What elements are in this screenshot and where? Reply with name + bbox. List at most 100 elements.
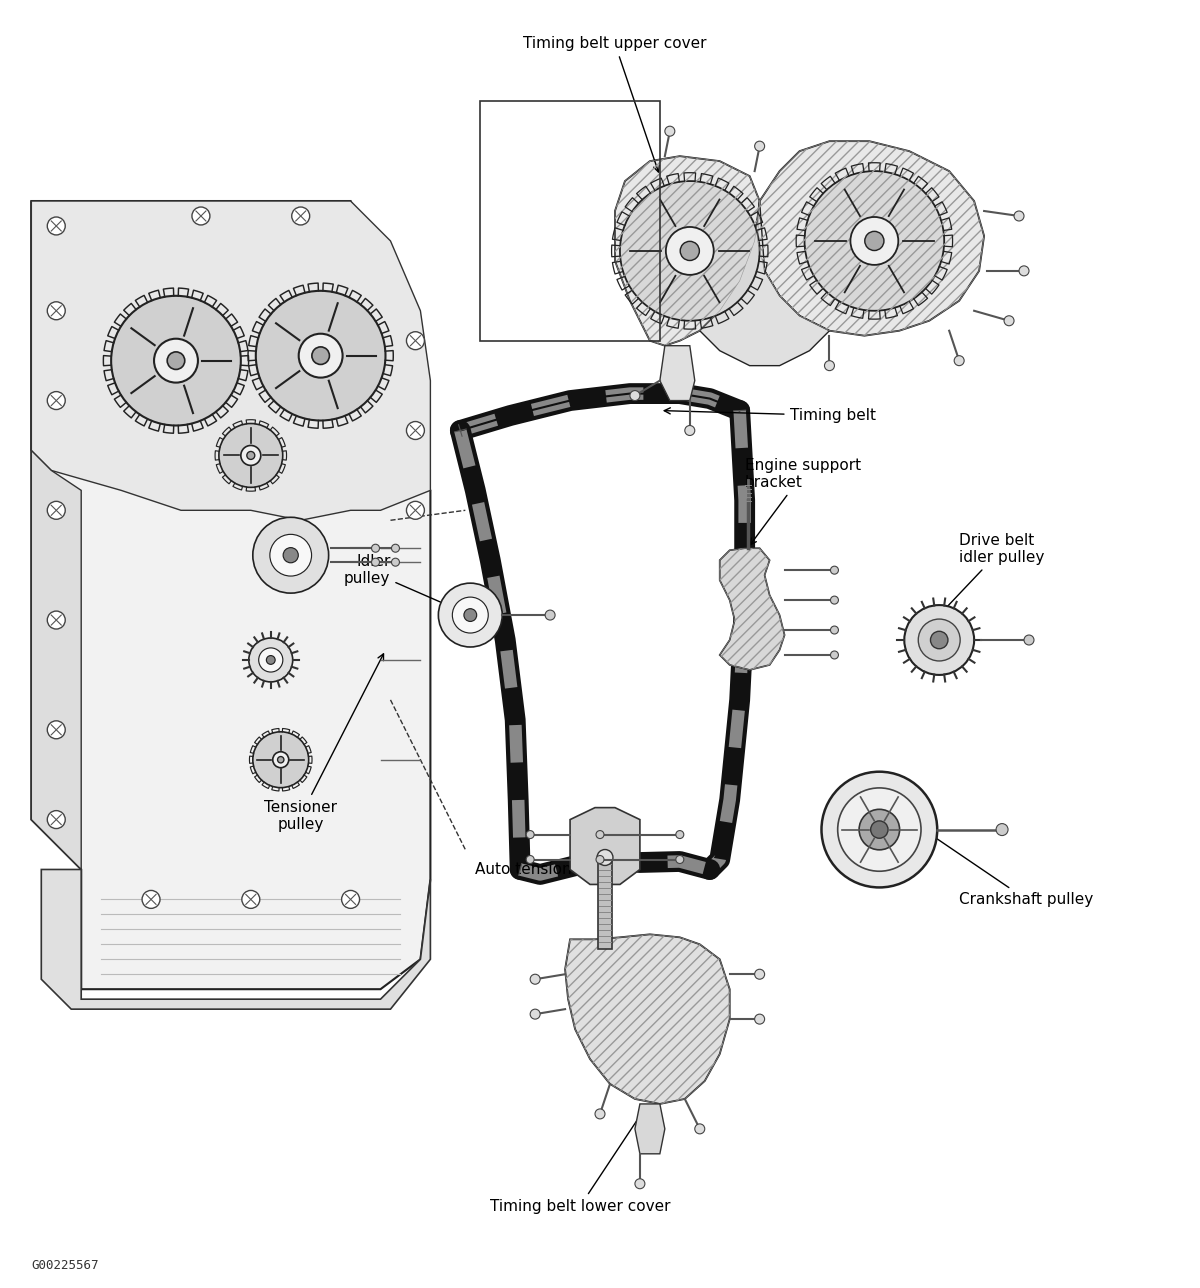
Circle shape [859,809,900,850]
Circle shape [755,970,764,979]
Circle shape [530,1010,540,1019]
Circle shape [248,638,293,681]
Polygon shape [41,869,431,1010]
Polygon shape [570,808,640,885]
Circle shape [192,207,210,225]
Circle shape [242,890,259,908]
Circle shape [283,547,299,563]
Circle shape [342,890,360,908]
Polygon shape [757,142,984,336]
Circle shape [830,650,839,659]
Circle shape [407,501,425,519]
Circle shape [596,831,604,838]
Circle shape [391,558,400,567]
Circle shape [676,831,684,838]
Circle shape [665,126,674,137]
Circle shape [272,752,289,768]
Circle shape [247,452,254,460]
Circle shape [596,855,604,863]
Circle shape [452,598,488,632]
Text: Timing belt lower cover: Timing belt lower cover [490,1108,671,1213]
Circle shape [1014,211,1024,222]
Polygon shape [31,201,431,989]
Circle shape [47,501,65,519]
Circle shape [635,1179,644,1189]
Circle shape [824,361,834,371]
Text: Drive belt
idler pulley: Drive belt idler pulley [942,533,1044,612]
Circle shape [47,216,65,234]
Circle shape [865,232,884,250]
Circle shape [372,558,379,567]
Text: Idler
pulley: Idler pulley [344,554,467,613]
Circle shape [822,772,937,887]
Circle shape [666,227,714,274]
Circle shape [299,334,342,377]
Polygon shape [614,156,760,345]
Circle shape [530,974,540,984]
Circle shape [277,756,284,762]
Circle shape [526,831,534,838]
Text: G00225567: G00225567 [31,1258,98,1271]
Bar [598,859,612,949]
Text: Timing belt upper cover: Timing belt upper cover [523,36,707,173]
Circle shape [838,788,922,871]
Circle shape [438,583,503,647]
Circle shape [47,611,65,629]
Circle shape [755,142,764,151]
Circle shape [996,823,1008,836]
Circle shape [142,890,160,908]
Circle shape [241,446,260,465]
Circle shape [292,207,310,225]
Circle shape [851,216,899,265]
Circle shape [47,392,65,410]
Polygon shape [700,201,829,366]
Circle shape [830,626,839,634]
Circle shape [630,390,640,401]
Circle shape [270,535,312,576]
Circle shape [1019,265,1030,276]
Circle shape [253,732,308,788]
Circle shape [253,518,329,592]
Circle shape [1004,316,1014,326]
Text: Crankshaft pulley: Crankshaft pulley [883,802,1093,907]
Circle shape [407,421,425,439]
Circle shape [167,352,185,370]
Circle shape [676,855,684,863]
Circle shape [1024,635,1034,645]
Polygon shape [31,201,82,869]
Circle shape [755,1014,764,1024]
Polygon shape [31,201,431,520]
Circle shape [545,611,556,620]
Circle shape [930,631,948,649]
Circle shape [266,656,275,665]
Circle shape [595,1109,605,1119]
Circle shape [598,850,613,866]
Circle shape [112,296,241,425]
Text: Tensioner
pulley: Tensioner pulley [264,654,384,832]
Circle shape [218,424,283,487]
Polygon shape [565,934,730,1104]
Text: Timing belt: Timing belt [664,408,876,422]
Circle shape [312,346,330,365]
Polygon shape [635,1104,665,1154]
Circle shape [464,609,476,621]
Circle shape [259,648,283,672]
Circle shape [871,820,888,838]
Circle shape [954,355,964,366]
Circle shape [905,605,974,675]
Circle shape [256,291,385,420]
Circle shape [391,545,400,553]
Polygon shape [660,345,695,401]
Circle shape [685,425,695,435]
Circle shape [830,596,839,604]
Circle shape [526,855,534,863]
Bar [480,102,660,341]
Circle shape [830,567,839,574]
Circle shape [47,721,65,739]
Circle shape [372,545,379,553]
Circle shape [804,171,944,310]
Circle shape [680,241,700,260]
Circle shape [47,810,65,828]
Circle shape [407,332,425,349]
Circle shape [154,339,198,383]
